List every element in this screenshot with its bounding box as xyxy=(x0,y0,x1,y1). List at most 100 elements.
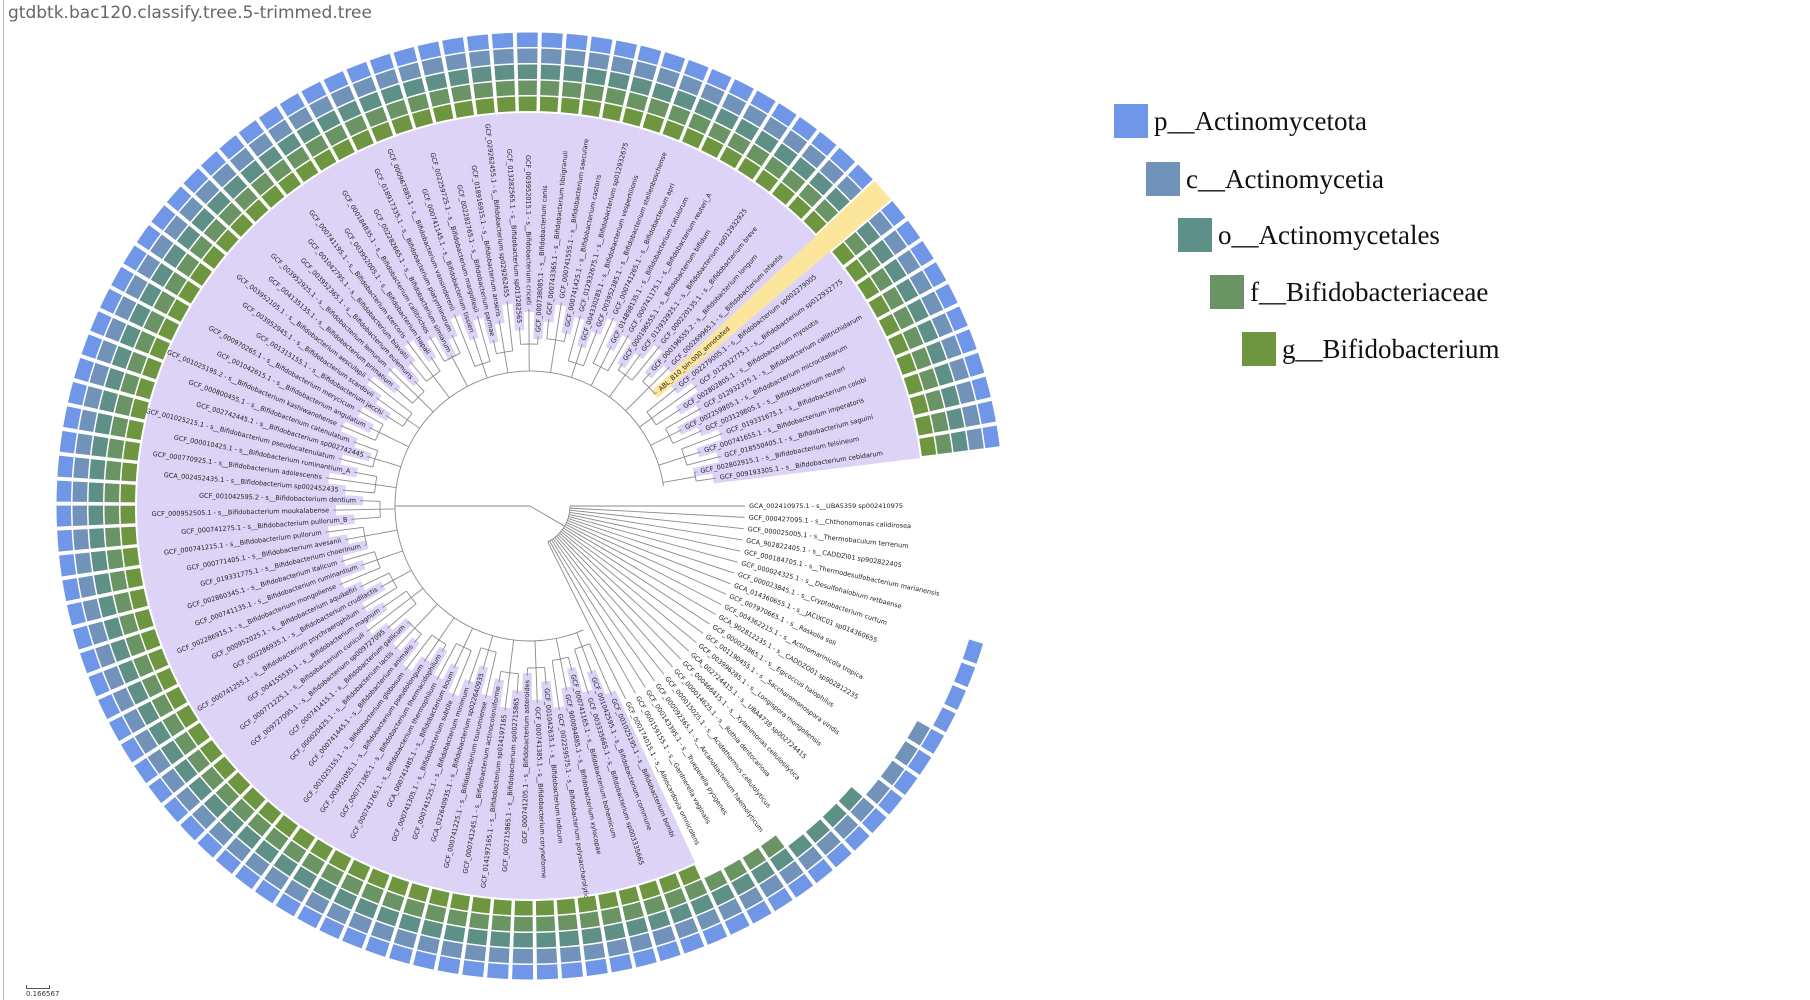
branch xyxy=(339,567,381,586)
rank-square xyxy=(96,340,118,364)
clade-highlight xyxy=(591,135,680,335)
clade-highlight xyxy=(653,194,786,352)
branch xyxy=(549,540,636,694)
rank-square xyxy=(425,72,448,92)
clade-highlight xyxy=(164,342,346,432)
rank-square xyxy=(589,36,613,55)
rank-square xyxy=(454,100,475,118)
rank-square xyxy=(625,917,649,937)
branch xyxy=(672,430,703,444)
rank-square xyxy=(344,115,368,137)
rank-square xyxy=(284,879,309,903)
rank-square xyxy=(844,825,870,851)
rank-square xyxy=(896,278,919,303)
rank-square xyxy=(147,749,171,774)
rank-square xyxy=(361,883,384,904)
branch xyxy=(325,477,376,486)
rank-square xyxy=(78,409,97,432)
rank-square xyxy=(295,160,319,183)
rank-square xyxy=(122,547,140,567)
rank-square xyxy=(903,373,923,395)
rank-square xyxy=(333,888,358,910)
rank-square xyxy=(72,505,88,526)
rank-square xyxy=(606,938,629,957)
rank-square xyxy=(282,840,307,864)
rank-square xyxy=(230,213,254,237)
rank-square xyxy=(59,554,77,577)
rank-square xyxy=(330,85,355,108)
clade-highlight xyxy=(146,401,343,465)
rank-square xyxy=(408,883,430,902)
clade-highlight xyxy=(576,128,661,349)
clade-highlight xyxy=(181,306,363,417)
rank-square xyxy=(413,950,437,970)
clade-highlight xyxy=(270,197,416,367)
rank-square xyxy=(833,814,859,840)
rank-square xyxy=(738,887,764,910)
rank-square xyxy=(113,591,133,614)
rank-square xyxy=(136,224,161,251)
rank-square xyxy=(90,311,112,337)
clade-highlight xyxy=(561,686,617,894)
rank-square xyxy=(492,899,512,916)
rank-square xyxy=(704,870,728,892)
rank-square xyxy=(296,121,321,144)
rank-square xyxy=(197,832,223,858)
rank-square xyxy=(721,93,747,116)
rank-square xyxy=(466,928,488,946)
rank-square xyxy=(148,721,172,746)
clade-highlight xyxy=(214,255,374,385)
rank-square xyxy=(320,863,345,886)
branch xyxy=(333,508,381,511)
rank-square xyxy=(103,665,125,690)
rank-square xyxy=(982,425,1000,449)
branch xyxy=(625,387,650,412)
rank-square xyxy=(135,377,155,400)
rank-square xyxy=(187,722,210,746)
rank-square xyxy=(106,549,124,570)
clade-highlight xyxy=(496,113,525,331)
branch xyxy=(357,409,384,425)
branch xyxy=(551,539,646,688)
branch xyxy=(360,572,390,588)
branch xyxy=(453,647,465,669)
rank-square xyxy=(856,221,881,246)
rank-square xyxy=(771,103,797,127)
rank-square xyxy=(176,225,201,250)
rank-square xyxy=(192,804,217,830)
rank-square xyxy=(324,124,348,147)
branch xyxy=(569,513,741,552)
rank-square xyxy=(926,341,947,365)
rank-square xyxy=(391,114,413,135)
branch xyxy=(686,455,721,466)
rank-square xyxy=(248,133,274,157)
rank-square xyxy=(258,801,282,825)
branch xyxy=(581,646,593,675)
rank-square xyxy=(696,908,721,930)
rank-square xyxy=(407,93,430,113)
rank-square xyxy=(836,176,862,201)
branch xyxy=(482,650,489,670)
rank-square xyxy=(861,808,887,834)
branch xyxy=(463,628,474,648)
rank-square xyxy=(88,482,104,503)
clade-highlight xyxy=(691,267,855,392)
rank-square xyxy=(742,104,768,128)
rank-square xyxy=(174,758,198,784)
rank-square xyxy=(240,160,265,184)
rank-square xyxy=(471,896,491,914)
clade-highlight xyxy=(335,674,443,858)
rank-square xyxy=(91,435,109,458)
rank-square xyxy=(255,879,281,904)
rank-square xyxy=(762,116,788,140)
rank-square xyxy=(911,347,932,370)
leaf-label: GCF_003952015.1 - s__Bifidobacterium cri… xyxy=(524,155,533,305)
rank-square xyxy=(610,56,634,75)
rank-square xyxy=(99,390,118,413)
rank-square xyxy=(637,45,662,65)
rank-square xyxy=(212,163,237,188)
rank-square xyxy=(376,906,400,927)
rank-square xyxy=(603,922,626,941)
rank-square xyxy=(110,416,129,438)
rank-square xyxy=(104,367,125,391)
